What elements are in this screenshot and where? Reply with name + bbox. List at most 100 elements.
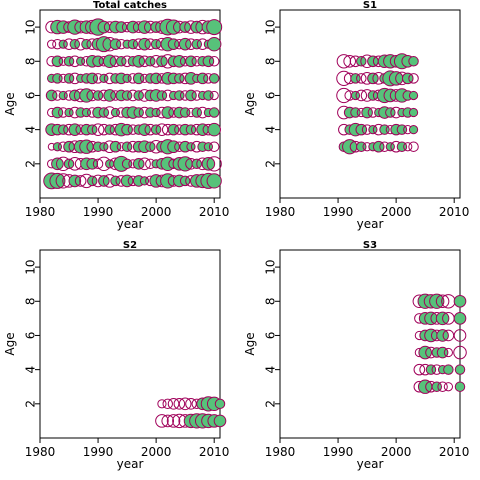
positive-residual-bubble bbox=[161, 106, 175, 119]
y-tick-label: 10 bbox=[24, 259, 38, 274]
y-axis-label: Age bbox=[3, 332, 17, 355]
negative-residual-bubble bbox=[437, 381, 448, 392]
positive-residual-bubble bbox=[68, 123, 82, 136]
y-axis-label: Age bbox=[243, 92, 257, 115]
positive-residual-bubble bbox=[454, 381, 466, 392]
plot-frame bbox=[279, 249, 461, 439]
y-tick-label: 10 bbox=[23, 19, 37, 34]
plot-frame bbox=[39, 9, 221, 199]
y-tick-label: 2 bbox=[24, 160, 38, 168]
positive-residual-bubble bbox=[408, 90, 419, 101]
panel-title: Total catches bbox=[93, 0, 167, 11]
x-tick-label: 1990 bbox=[323, 445, 354, 459]
positive-residual-bubble bbox=[185, 124, 197, 135]
negative-residual-bubble bbox=[408, 141, 419, 152]
positive-residual-bubble bbox=[367, 55, 379, 68]
positive-residual-bubble bbox=[178, 37, 192, 51]
positive-residual-bubble bbox=[132, 54, 146, 68]
positive-residual-bubble bbox=[453, 294, 467, 308]
negative-residual-bubble bbox=[185, 398, 197, 410]
positive-residual-bubble bbox=[97, 20, 111, 34]
panel-2: S1 1980 1990 2000 2010 2 4 6 8 10 year Age bbox=[243, 0, 469, 231]
positive-residual-bubble bbox=[431, 381, 443, 392]
y-tick-label: 8 bbox=[264, 297, 278, 305]
negative-residual-bubble bbox=[209, 90, 219, 101]
x-tick-label: 2000 bbox=[381, 445, 412, 459]
positive-residual-bubble bbox=[121, 141, 133, 152]
positive-residual-bubble bbox=[208, 73, 220, 84]
y-tick-label: 6 bbox=[264, 92, 278, 100]
bubbles bbox=[336, 53, 419, 155]
positive-residual-bubble bbox=[115, 21, 128, 33]
positive-residual-bubble bbox=[167, 38, 180, 50]
negative-residual-bubble bbox=[206, 156, 222, 172]
negative-residual-bubble bbox=[443, 347, 453, 358]
negative-residual-bubble bbox=[208, 56, 220, 67]
positive-residual-bubble bbox=[110, 107, 121, 118]
positive-residual-bubble bbox=[102, 54, 117, 69]
plot-frame bbox=[279, 9, 461, 199]
y-tick-label: 10 bbox=[264, 259, 278, 274]
x-tick-label: 1990 bbox=[83, 205, 114, 219]
positive-residual-bubble bbox=[350, 73, 361, 84]
positive-residual-bubble bbox=[453, 312, 467, 325]
positive-residual-bubble bbox=[196, 123, 209, 136]
positive-residual-bubble bbox=[213, 414, 227, 428]
positive-residual-bubble bbox=[156, 55, 168, 68]
positive-residual-bubble bbox=[179, 175, 191, 187]
x-tick-label: 2010 bbox=[439, 205, 470, 219]
positive-residual-bubble bbox=[156, 90, 168, 101]
y-tick-label: 4 bbox=[264, 126, 278, 134]
negative-residual-bubble bbox=[413, 363, 426, 376]
positive-residual-bubble bbox=[367, 90, 379, 101]
positive-residual-bubble bbox=[191, 38, 203, 50]
positive-residual-bubble bbox=[121, 90, 133, 101]
negative-residual-bubble bbox=[91, 123, 105, 136]
positive-residual-bubble bbox=[138, 37, 151, 51]
positive-residual-bubble bbox=[368, 125, 378, 135]
positive-residual-bubble bbox=[51, 157, 64, 171]
positive-residual-bubble bbox=[51, 106, 64, 119]
positive-residual-bubble bbox=[58, 39, 68, 49]
positive-residual-bubble bbox=[127, 38, 139, 50]
negative-residual-bubble bbox=[161, 414, 175, 428]
negative-residual-bubble bbox=[138, 157, 151, 171]
x-tick-label: 1990 bbox=[83, 445, 114, 459]
positive-residual-bubble bbox=[174, 73, 185, 84]
bubbles bbox=[412, 293, 467, 394]
x-tick-label: 2000 bbox=[141, 445, 172, 459]
positive-residual-bubble bbox=[133, 107, 144, 118]
y-tick-label: 8 bbox=[24, 297, 38, 305]
x-tick-label: 1980 bbox=[25, 205, 56, 219]
positive-residual-bubble bbox=[116, 56, 127, 67]
positive-residual-bubble bbox=[401, 72, 414, 85]
negative-residual-bubble bbox=[47, 39, 57, 49]
x-tick-label: 1980 bbox=[25, 445, 56, 459]
positive-residual-bubble bbox=[208, 107, 220, 118]
positive-residual-bubble bbox=[138, 123, 151, 136]
negative-residual-bubble bbox=[442, 329, 455, 342]
positive-residual-bubble bbox=[52, 142, 63, 152]
y-tick-label: 4 bbox=[24, 366, 38, 374]
negative-residual-bubble bbox=[178, 397, 192, 411]
panel-4: S3 1980 1990 2000 2010 2 4 6 8 10 year Age bbox=[243, 240, 469, 471]
y-tick-label: 4 bbox=[264, 366, 278, 374]
positive-residual-bubble bbox=[57, 124, 69, 135]
x-tick-label: 2010 bbox=[439, 445, 470, 459]
panel-1: Total catches 1980 1990 2000 2010 2 4 6 8 10 year A… bbox=[3, 0, 229, 231]
y-axis-label: Age bbox=[243, 332, 257, 355]
bubbles bbox=[155, 396, 227, 429]
panel-title: S1 bbox=[363, 0, 377, 11]
positive-residual-bubble bbox=[424, 328, 438, 343]
x-axis-label: year bbox=[117, 217, 144, 231]
positive-residual-bubble bbox=[355, 123, 368, 136]
y-tick-label: 2 bbox=[24, 400, 38, 408]
positive-residual-bubble bbox=[206, 36, 222, 52]
positive-residual-bubble bbox=[418, 345, 432, 360]
positive-residual-bubble bbox=[45, 89, 58, 102]
positive-residual-bubble bbox=[214, 398, 226, 410]
positive-residual-bubble bbox=[425, 364, 437, 375]
negative-residual-bubble bbox=[453, 329, 467, 342]
positive-residual-bubble bbox=[167, 123, 180, 136]
